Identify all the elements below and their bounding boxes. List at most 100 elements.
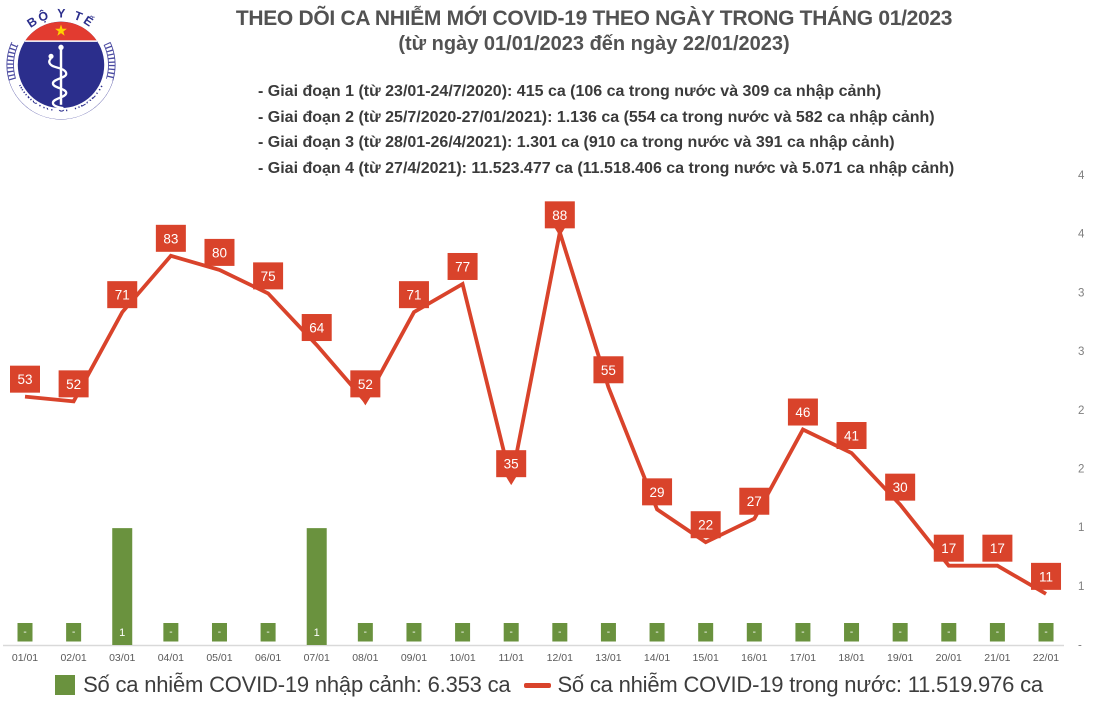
- right-axis-tick-label: -: [1078, 640, 1082, 652]
- right-axis-tick-label: 4: [1078, 229, 1085, 241]
- point-labels-group: 53 52 71 83 80 75 64 52 71 77 35 88 55 29 22 27 46 41 30 17…: [10, 201, 1062, 590]
- bar-series-group: - - 1 - - - 1 - - - - - - - - - - - - - - -: [17, 528, 1054, 645]
- point-label-box: [642, 478, 673, 506]
- point-label-box: [398, 281, 429, 309]
- point-label-value: 64: [309, 321, 325, 336]
- point-label-box: [107, 281, 138, 309]
- bar-label: -: [996, 627, 999, 638]
- bar: [112, 528, 133, 645]
- point-label-value: 77: [455, 259, 470, 274]
- point-label-box: [204, 238, 235, 266]
- point-label-box: [544, 201, 575, 229]
- line-legend-swatch: [524, 682, 552, 688]
- bar-label: -: [655, 627, 658, 638]
- point-label-value: 83: [163, 231, 178, 246]
- x-axis-date-label: 05/01: [206, 652, 232, 664]
- x-axis-date-label: 09/01: [401, 652, 427, 664]
- right-axis-tick-label: 2: [1078, 463, 1084, 475]
- point-label-value: 71: [406, 288, 421, 303]
- x-axis-labels: 01/01 02/01 03/01 04/01 05/01 06/01 07/01 08/01…: [12, 652, 1059, 664]
- star-icon: [55, 24, 67, 36]
- x-axis-date-label: 14/01: [644, 652, 670, 664]
- bar-label: -: [461, 627, 464, 638]
- bar-label: -: [607, 627, 610, 638]
- x-axis-date-label: 04/01: [158, 652, 184, 664]
- x-axis-date-label: 10/01: [449, 652, 475, 664]
- bar-zero-label-box: [552, 623, 568, 642]
- point-label-value: 27: [747, 494, 762, 509]
- bar-label: -: [23, 627, 26, 638]
- right-axis-tick-label: 3: [1078, 287, 1084, 299]
- right-axis-tick-label: 1: [1078, 581, 1084, 593]
- bar-label: 1: [119, 627, 125, 639]
- right-axis-tick-label: 3: [1078, 346, 1084, 358]
- chart-title: THEO DÕI CA NHIỄM MỚI COVID-19 THEO NGÀY…: [235, 7, 953, 30]
- point-label-box: [58, 370, 89, 398]
- point-label-box: [1031, 562, 1062, 590]
- point-label-box: [933, 534, 964, 562]
- bar-zero-label-box: [649, 623, 665, 642]
- bar-label: -: [898, 627, 901, 638]
- legend: Số ca nhiễm COVID-19 nhập cảnh: 6.353 ca…: [0, 672, 1098, 698]
- bar-zero-label-box: [892, 623, 908, 642]
- point-label-pointer: [554, 227, 566, 237]
- x-axis-date-label: 01/01: [12, 652, 38, 664]
- point-label-value: 88: [552, 208, 567, 223]
- bar-label: -: [753, 627, 756, 638]
- x-axis-date-label: 18/01: [838, 652, 864, 664]
- right-axis-tick-label: 1: [1078, 522, 1084, 534]
- right-axis-tick-label: 4: [1078, 170, 1085, 182]
- point-label-value: 41: [844, 429, 859, 444]
- point-label-box: [496, 450, 527, 478]
- bar-label: -: [412, 627, 415, 638]
- x-axis-date-label: 12/01: [547, 652, 573, 664]
- period-line-4: - Giai đoạn 4 (từ 27/4/2021): 11.523.477…: [258, 159, 955, 177]
- period-line-1: - Giai đoạn 1 (từ 23/01-24/7/2020): 415 …: [258, 83, 882, 100]
- bar-zero-label-box: [795, 623, 811, 642]
- bar-label: 1: [314, 627, 320, 639]
- bar-zero-label-box: [941, 623, 957, 642]
- bar-zero-label-box: [406, 623, 422, 642]
- point-label-value: 71: [115, 288, 130, 303]
- x-axis-date-label: 17/01: [790, 652, 816, 664]
- x-axis-date-label: 15/01: [693, 652, 719, 664]
- bar-zero-label-box: [698, 623, 714, 642]
- point-label-pointer: [359, 396, 371, 406]
- x-axis-date-label: 16/01: [741, 652, 767, 664]
- logo-guilloche-ring: [7, 10, 115, 119]
- bar-label: -: [1044, 627, 1047, 638]
- bar-zero-label-box: [357, 623, 373, 642]
- bar-zero-label-box: [503, 623, 519, 642]
- chart-subtitle: (từ ngày 01/01/2023 đến ngày 22/01/2023): [398, 33, 790, 55]
- bar-zero-label-box: [211, 623, 227, 642]
- point-label-box: [593, 356, 624, 384]
- x-axis-date-label: 02/01: [60, 652, 86, 664]
- point-label-value: 46: [795, 405, 810, 420]
- right-axis-tick-label: 2: [1078, 405, 1084, 417]
- point-label-pointer: [505, 476, 517, 486]
- x-axis-date-label: 11/01: [498, 652, 524, 664]
- bar-zero-label-box: [455, 623, 471, 642]
- period-line-3: - Giai đoạn 3 (từ 28/01-26/4/2021): 1.30…: [258, 134, 895, 151]
- bar-zero-label-box: [17, 623, 33, 642]
- point-label-value: 55: [601, 363, 616, 378]
- bar-zero-label-box: [844, 623, 860, 642]
- bar-zero-label-box: [66, 623, 82, 642]
- bar-legend-label: Số ca nhiễm COVID-19 nhập cảnh: 6.353 ca: [83, 672, 511, 697]
- point-label-box: [836, 422, 867, 450]
- bar-label: -: [704, 627, 707, 638]
- period-summary: - Giai đoạn 1 (từ 23/01-24/7/2020): 415 …: [258, 79, 954, 181]
- logo-top-text-bg: [11, 9, 111, 49]
- x-axis-date-label: 13/01: [595, 652, 621, 664]
- bar-label: -: [72, 627, 75, 638]
- bar-label: -: [850, 627, 853, 638]
- point-label-value: 30: [893, 480, 908, 495]
- bar-zero-label-box: [746, 623, 762, 642]
- point-label-value: 17: [941, 541, 956, 556]
- point-label-value: 75: [261, 269, 276, 284]
- right-axis-labels: 4 4 3 3 2 2 1 1 -: [1078, 170, 1085, 652]
- bar-legend-swatch: [55, 675, 76, 695]
- bar-zero-label-box: [600, 623, 616, 642]
- bar: [306, 528, 327, 645]
- x-axis-date-label: 07/01: [304, 652, 330, 664]
